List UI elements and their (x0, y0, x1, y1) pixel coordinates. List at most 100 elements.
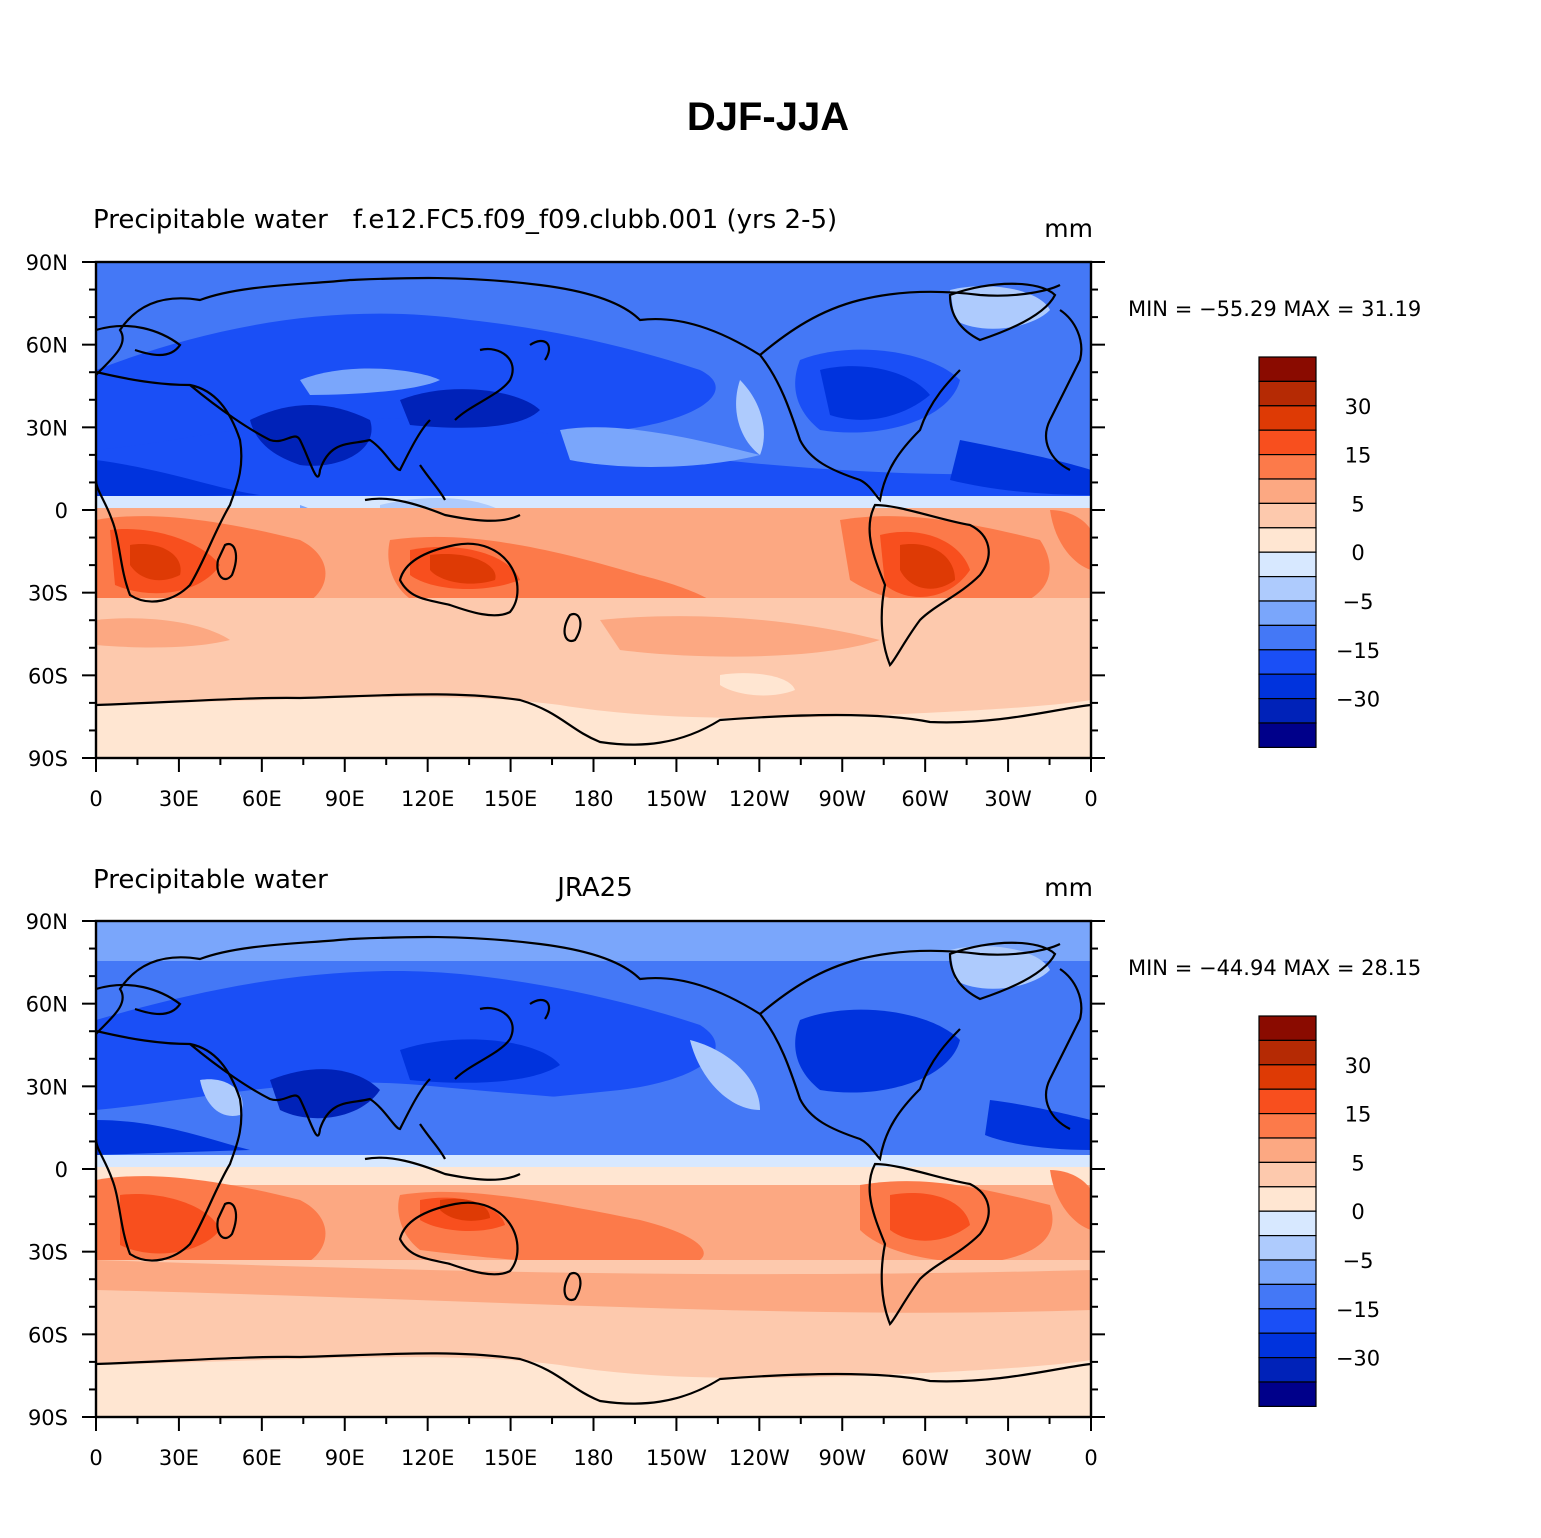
colorbar-reference: 30 15 5 0 −5 −15 −30 (1258, 1015, 1380, 1407)
colorbar-label: 15 (1345, 444, 1372, 468)
lon-tick-label: 30E (159, 787, 199, 811)
colorbar-label: −15 (1336, 1298, 1380, 1322)
colorbar-label: 30 (1345, 395, 1372, 419)
axes-model: 0 30E 60E 90E 120E 150E 180 150W 120W 90W 60W 30W 09… (26, 251, 1105, 811)
lat-tick-label: 90N (26, 910, 68, 934)
lat-tick-label: 90N (26, 251, 68, 275)
colorbar-label: 0 (1351, 1200, 1364, 1224)
colorbar-label: −5 (1343, 1249, 1374, 1273)
lat-tick-label: 30S (28, 582, 68, 606)
lon-tick-label: 30W (984, 1446, 1032, 1470)
colorbar-box (1258, 1259, 1317, 1285)
colorbar-box (1258, 502, 1317, 529)
lat-tick-label: 90S (28, 747, 68, 771)
lon-tick-label: 30E (159, 1446, 199, 1470)
colorbar-box (1258, 380, 1317, 407)
colorbar-label: −5 (1343, 590, 1374, 614)
colorbar-box (1258, 1161, 1317, 1188)
lon-tick-label: 150W (646, 1446, 707, 1470)
colorbar-box (1258, 1332, 1317, 1359)
figure-title: DJF-JJA (687, 95, 849, 139)
colorbar-box (1258, 1137, 1317, 1163)
lat-tick-label: 60N (26, 334, 68, 358)
lon-tick-label: 120E (401, 1446, 454, 1470)
colorbar-label: −15 (1336, 639, 1380, 663)
lon-tick-label: 0 (1084, 1446, 1097, 1470)
map-panel-reference: 0 30E 60E 90E 120E 150E 180 150W 120W 90W 60W 30W 09… (26, 865, 1422, 1470)
colorbar-box (1258, 527, 1317, 553)
colorbar-box (1258, 454, 1317, 480)
colorbar-box (1258, 1112, 1317, 1139)
contour-fill-model (96, 262, 1091, 758)
lon-tick-label: 150E (484, 787, 537, 811)
min-max-stats: MIN = −55.29 MAX = 31.19 (1128, 297, 1421, 321)
lon-tick-label: 120E (401, 787, 454, 811)
colorbar-box (1258, 429, 1317, 456)
lat-tick-label: 0 (55, 1158, 68, 1182)
lon-tick-label: 60E (242, 1446, 282, 1470)
lon-tick-label: 0 (1084, 787, 1097, 811)
lon-tick-label: 0 (89, 1446, 102, 1470)
colorbar-box (1258, 1064, 1317, 1090)
lat-tick-label: 30S (28, 1241, 68, 1265)
colorbar-box (1258, 600, 1317, 626)
axes-reference: 0 30E 60E 90E 120E 150E 180 150W 120W 90W 60W 30W 09… (26, 910, 1105, 1470)
colorbar-box (1258, 697, 1317, 724)
colorbar-label: 0 (1351, 541, 1364, 565)
colorbar-label: 5 (1351, 492, 1364, 516)
colorbar-label: 15 (1345, 1103, 1372, 1127)
map-panel-model: 0 30E 60E 90E 120E 150E 180 150W 120W 90W 60W 30W 09… (26, 205, 1422, 811)
colorbar-box (1258, 1186, 1317, 1212)
colorbar-box (1258, 1015, 1317, 1041)
colorbar-box (1258, 1308, 1317, 1334)
colorbar-label: −30 (1336, 1347, 1380, 1371)
lon-tick-label: 60W (901, 787, 949, 811)
colorbar-box (1258, 649, 1317, 675)
colorbar-box (1258, 1283, 1317, 1310)
lon-tick-label: 90W (819, 1446, 867, 1470)
colorbar-box (1258, 356, 1317, 382)
lon-tick-label: 90E (325, 787, 365, 811)
panel-units: mm (1044, 873, 1093, 902)
colorbar-box (1258, 1039, 1317, 1066)
lat-tick-label: 60N (26, 993, 68, 1017)
colorbar-box (1258, 1356, 1317, 1383)
colorbar-box (1258, 1088, 1317, 1115)
lat-tick-label: 0 (55, 499, 68, 523)
lon-tick-label: 180 (573, 787, 613, 811)
colorbar-box (1258, 722, 1317, 748)
lat-tick-label: 90S (28, 1406, 68, 1430)
colorbar-label: −30 (1336, 688, 1380, 712)
panel-left-label: Precipitable water (93, 865, 328, 895)
lon-tick-label: 120W (729, 1446, 790, 1470)
colorbar-label: 5 (1351, 1151, 1364, 1175)
colorbar-box (1258, 405, 1317, 431)
panel-units: mm (1044, 214, 1093, 243)
colorbar-box (1258, 1234, 1317, 1261)
colorbar-box (1258, 1210, 1317, 1237)
colorbar-box (1258, 551, 1317, 578)
panel-center-label: f.e12.FC5.f09_f09.clubb.001 (yrs 2-5) (353, 205, 837, 235)
colorbar-model: 30 15 5 0 −5 −15 −30 (1258, 356, 1380, 748)
colorbar-box (1258, 624, 1317, 651)
lat-tick-label: 60S (28, 1323, 68, 1347)
lon-tick-label: 90E (325, 1446, 365, 1470)
contour-fill-reference (96, 921, 1091, 1417)
lon-tick-label: 150W (646, 787, 707, 811)
colorbar-box (1258, 1381, 1317, 1407)
min-max-stats: MIN = −44.94 MAX = 28.15 (1128, 956, 1421, 980)
colorbar-box (1258, 478, 1317, 504)
lon-tick-label: 90W (819, 787, 867, 811)
lon-tick-label: 150E (484, 1446, 537, 1470)
lat-tick-label: 30N (26, 416, 68, 440)
panel-left-label: Precipitable water (93, 205, 328, 235)
lon-tick-label: 120W (729, 787, 790, 811)
lat-tick-label: 30N (26, 1075, 68, 1099)
panel-center-label: JRA25 (555, 873, 633, 903)
lon-tick-label: 30W (984, 787, 1032, 811)
lat-tick-label: 60S (28, 664, 68, 688)
lon-tick-label: 0 (89, 787, 102, 811)
lon-tick-label: 60E (242, 787, 282, 811)
colorbar-label: 30 (1345, 1054, 1372, 1078)
